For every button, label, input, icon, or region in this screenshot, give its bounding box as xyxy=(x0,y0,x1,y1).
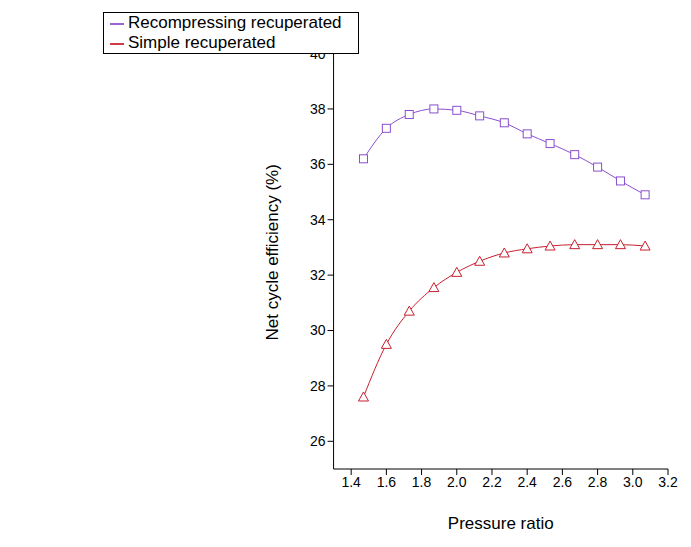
svg-text:1.6: 1.6 xyxy=(377,474,397,490)
svg-text:2.2: 2.2 xyxy=(482,474,502,490)
svg-text:36: 36 xyxy=(310,156,326,172)
svg-text:1.8: 1.8 xyxy=(412,474,432,490)
svg-text:Pressure ratio: Pressure ratio xyxy=(448,514,554,533)
svg-text:26: 26 xyxy=(310,433,326,449)
svg-text:1.4: 1.4 xyxy=(341,474,361,490)
svg-text:34: 34 xyxy=(310,212,326,228)
svg-text:2.6: 2.6 xyxy=(553,474,573,490)
svg-text:40: 40 xyxy=(310,46,326,62)
svg-text:28: 28 xyxy=(310,378,326,394)
svg-text:3.2: 3.2 xyxy=(658,474,678,490)
svg-text:32: 32 xyxy=(310,267,326,283)
html-text:Recompressing recuperated: Recompressing recuperated xyxy=(128,13,342,32)
svg-text:2.8: 2.8 xyxy=(588,474,608,490)
svg-text:38: 38 xyxy=(310,101,326,117)
html-text:Simple recuperated: Simple recuperated xyxy=(128,33,276,52)
svg-text:Net cycle efficiency (%): Net cycle efficiency (%) xyxy=(263,164,282,340)
svg-text:30: 30 xyxy=(310,322,326,338)
svg-text:3.0: 3.0 xyxy=(623,474,643,490)
svg-text:2.4: 2.4 xyxy=(517,474,537,490)
svg-text:2.0: 2.0 xyxy=(447,474,467,490)
